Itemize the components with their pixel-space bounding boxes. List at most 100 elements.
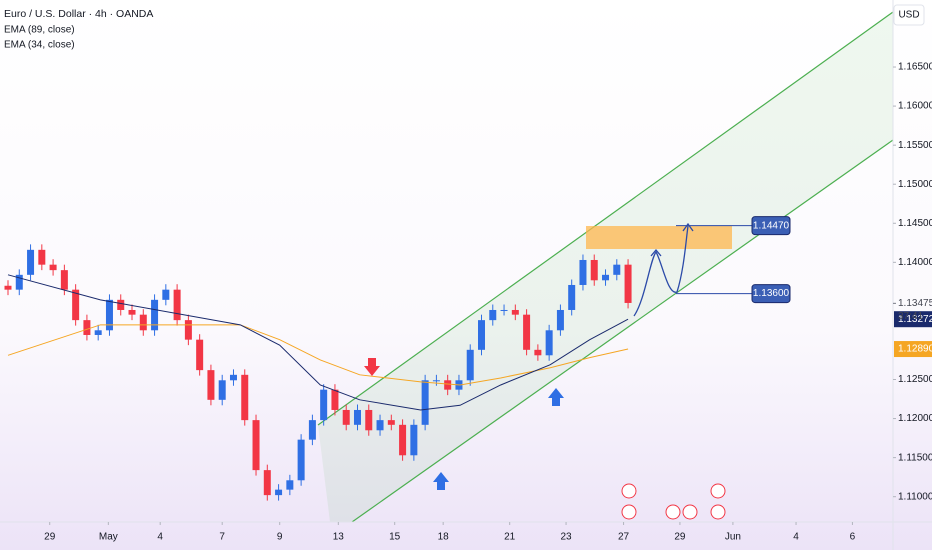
candle-body [94,330,102,335]
price-label: 1.12890 [898,344,932,355]
price-label-box [894,311,932,328]
candle-body [511,309,519,315]
candle-body [320,389,328,421]
candle-body [399,424,407,456]
candle-body [568,284,576,310]
channel-fill [318,12,893,522]
level-label: 1.13600 [753,288,790,299]
x-tick-label: 4 [157,532,163,543]
candle-body [545,330,553,356]
event-icon [665,504,681,520]
projection-path [633,225,689,317]
candle-body [241,374,249,421]
candle-body [27,249,35,275]
channel-upper [317,11,894,426]
legend-entry: EMA (34, close) [4,40,75,51]
x-tick-label: Jun [725,532,741,543]
y-tick-label: 1.11500 [898,452,932,463]
candle-body [297,439,305,481]
x-tick-label: 29 [44,532,56,543]
candle-body [365,409,373,431]
plot [4,244,632,501]
y-tick-label: 1.14000 [898,257,932,268]
y-tick-label: 1.16500 [898,62,932,73]
candle-body [613,264,621,275]
resistance-zone [586,226,732,249]
candle-body [556,309,564,331]
x-tick-label: 9 [277,532,283,543]
y-tick-label: 1.16000 [898,101,932,112]
candle-body [500,309,508,311]
y-tick-label: 1.15500 [898,140,932,151]
candle-body [602,274,610,281]
event-icon [621,483,637,499]
event-icon [710,483,726,499]
candle-body [218,380,226,400]
candle-body [579,259,587,285]
candle-body [523,314,531,350]
x-tick-label: May [99,532,118,543]
candle-body [151,299,159,331]
candle-body [60,270,68,290]
ema-line [7,274,629,411]
candle-body [590,259,598,281]
level-box [751,216,791,236]
y-tick-label: 1.14500 [898,218,932,229]
x-tick-label: 7 [219,532,225,543]
level-box [751,284,791,304]
candle-body [342,409,350,425]
candle-body [184,320,192,340]
price-label-box [894,341,932,358]
x-tick-label: 6 [850,532,856,543]
last-price-label: 1.13475 [898,298,932,309]
candle-body [410,424,418,456]
candle-body [376,420,384,431]
candle-body [4,285,12,290]
currency[interactable]: USD [898,10,919,21]
y-tick-label: 1.12000 [898,413,932,424]
event-icons [621,483,726,520]
candle-body [421,380,429,425]
candle-body [444,380,452,390]
channel-lower [351,139,894,523]
candle-body [263,470,271,496]
candle-body [49,264,57,271]
candle-body [478,320,486,350]
candle-body [105,299,113,331]
candle-body [128,309,136,315]
candle-body [534,349,542,356]
candle-body [207,370,215,400]
sell-arrow [364,358,380,376]
candle-body [489,309,497,321]
currency-button[interactable] [893,4,925,26]
candle-body [252,420,260,471]
x-tick-label: 23 [560,532,572,543]
candle-body [139,314,147,331]
x-tick-label: 21 [504,532,516,543]
legend-entry: EMA (89, close) [4,25,75,36]
candle-body [196,339,204,371]
candle-body [432,380,440,382]
candle-body [353,409,361,425]
candle-body [72,289,80,321]
x-tick-label: 4 [793,532,799,543]
buy-arrow [548,388,564,406]
candle-body [229,374,237,381]
candle-body [83,320,91,335]
event-icon [682,504,698,520]
chart-title: Euro / U.S. Dollar · 4h · OANDA [4,8,153,20]
buy-arrow [433,472,449,490]
candle-body [331,389,339,410]
x-tick-label: 13 [333,532,345,543]
candle-body [308,420,316,440]
x-tick-label: 15 [389,532,401,543]
event-icon [710,504,726,520]
ema-line [7,324,629,386]
candle-body [275,489,283,496]
y-tick-label: 1.15000 [898,179,932,190]
x-tick-label: 27 [618,532,630,543]
candle-body [286,480,294,490]
y-tick-label: 1.11000 [898,491,932,502]
candle-body [15,274,23,290]
